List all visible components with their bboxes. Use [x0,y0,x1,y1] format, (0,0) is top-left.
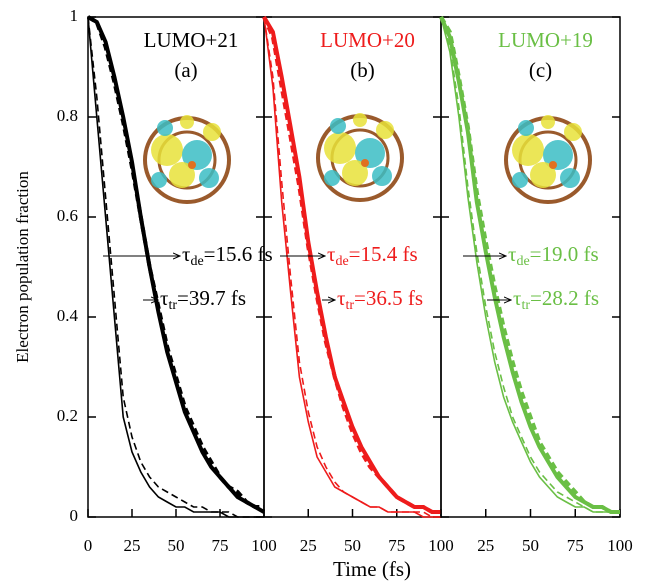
molecule-image [143,115,231,204]
annotation-subscript: de [516,254,529,269]
x-tick-label: 50 [344,536,361,555]
orbital-lobe [169,162,195,188]
data-line [262,16,441,514]
annotation: τtr=39.7 fs [160,286,246,313]
annotation-subscript: de [190,254,203,269]
annotation-symbol: τ [182,242,190,266]
orbital-lobe [324,132,356,164]
orbital-lobe [151,134,183,166]
atom [188,161,196,169]
annotation-symbol: τ [160,286,168,310]
orbital-lobe [199,168,219,188]
x-tick-label: 50 [522,536,539,555]
annotation-symbol: τ [513,286,521,310]
x-tick-label: 25 [477,536,494,555]
annotation-subscript: tr [521,298,530,313]
x-tick-label: 75 [388,536,405,555]
orbital-lobe [180,115,194,129]
orbital-lobe [376,121,394,139]
x-tick-label: 100 [607,536,633,555]
data-line [87,15,264,509]
annotation-subscript: de [335,254,348,269]
data-line [263,16,441,518]
annotation-symbol: τ [508,242,516,266]
annotation-subscript: tr [168,298,177,313]
orbital-lobe [541,115,555,129]
annotation-text: =39.7 fs [177,286,246,310]
panel-label: (a) [174,58,197,82]
x-tick-label: 25 [300,536,317,555]
x-axis-label: Time (fs) [333,557,411,581]
orbital-lobe [157,120,173,136]
atom [361,159,369,167]
orbital-lobe [518,120,534,136]
panel-label: (b) [350,58,375,82]
panel-title: LUMO+20 [320,28,415,52]
annotation: τde=15.6 fs [182,242,273,269]
plot-frame [263,16,442,518]
panel-title: LUMO+19 [498,28,593,52]
annotation-subscript: tr [345,298,354,313]
orbital-lobe [512,172,528,188]
plot-frame [87,16,265,518]
orbital-lobe [342,160,368,186]
annotation-symbol: τ [327,242,335,266]
data-line [87,16,264,518]
orbital-lobe [353,113,367,127]
orbital-lobe [372,166,392,186]
x-tick-label: 50 [168,536,185,555]
annotation-text: =15.6 fs [204,242,273,266]
x-tick-label: 100 [251,536,277,555]
data-line [440,16,620,513]
annotation: τde=19.0 fs [508,242,599,269]
orbital-lobe [151,172,167,188]
y-tick-label: 0.6 [57,206,78,225]
annotation: τtr=36.5 fs [337,286,423,313]
molecule-image [316,113,404,202]
annotation-text: =36.5 fs [354,286,423,310]
orbital-lobe [330,118,346,134]
y-tick-label: 0.4 [57,306,79,325]
y-tick-label: 1 [70,6,79,25]
panel-title: LUMO+21 [144,28,239,52]
annotation-text: =19.0 fs [530,242,599,266]
annotation-text: =15.4 fs [349,242,418,266]
annotation: τde=15.4 fs [327,242,418,269]
annotation-text: =28.2 fs [530,286,599,310]
molecule-image [504,115,592,204]
orbital-lobe [512,134,544,166]
y-tick-label: 0 [70,506,79,525]
panel-label: (c) [529,58,552,82]
x-tick-label: 75 [567,536,584,555]
data-line [263,16,441,518]
y-tick-label: 0.2 [57,406,78,425]
annotation: τtr=28.2 fs [513,286,599,313]
orbital-lobe [564,123,582,141]
y-axis-label: Electron population fraction [13,171,32,363]
orbital-lobe [203,123,221,141]
data-line [439,15,620,514]
orbital-lobe [560,168,580,188]
annotation-symbol: τ [337,286,345,310]
orbital-lobe [530,162,556,188]
x-tick-label: 0 [84,536,93,555]
data-line [87,16,264,518]
x-tick-label: 25 [124,536,141,555]
plot-frame [440,16,621,518]
atom [549,161,557,169]
orbital-lobe [324,170,340,186]
y-tick-label: 0.8 [57,106,78,125]
x-tick-label: 100 [428,536,454,555]
x-tick-label: 75 [212,536,229,555]
